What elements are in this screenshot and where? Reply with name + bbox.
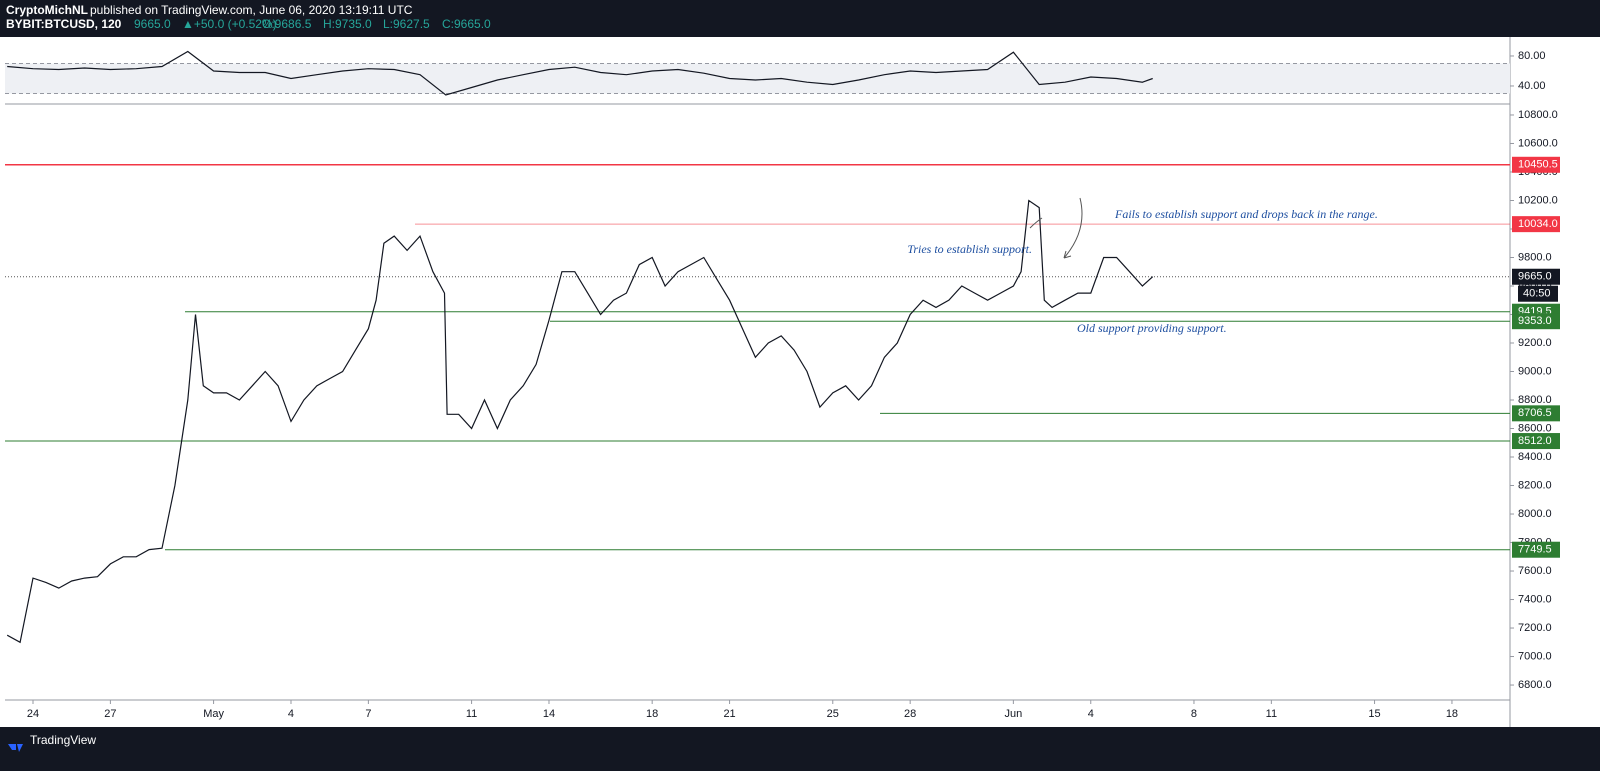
arrow bbox=[1063, 197, 1083, 259]
level-label-box bbox=[1512, 433, 1560, 450]
level-label-box bbox=[1512, 405, 1560, 422]
y-tick-label: 8000.0 bbox=[1518, 508, 1552, 520]
current-price-box bbox=[1512, 268, 1560, 285]
y-tick-label: 8600.0 bbox=[1518, 422, 1552, 434]
x-tick-label: 28 bbox=[904, 708, 916, 720]
level-label: 10450.5 bbox=[1518, 159, 1558, 171]
level-label: 10034.0 bbox=[1518, 218, 1558, 230]
x-tick-label: 25 bbox=[827, 708, 839, 720]
last-price: 9665.0 bbox=[134, 17, 171, 31]
arrow bbox=[1029, 217, 1043, 229]
annotation: Old support providing support. bbox=[1077, 321, 1227, 335]
level-label-box bbox=[1512, 216, 1560, 233]
x-tick-label: 11 bbox=[1266, 708, 1277, 720]
x-tick-label: May bbox=[203, 708, 224, 720]
y-tick-label: 8200.0 bbox=[1518, 479, 1552, 491]
annotation: Fails to establish support and drops bac… bbox=[1114, 207, 1378, 221]
high: H:9735.0 bbox=[323, 17, 372, 31]
countdown: 40:50 bbox=[1523, 288, 1551, 300]
x-tick-label: 7 bbox=[365, 708, 371, 720]
x-tick-label: 11 bbox=[466, 708, 477, 720]
y-tick-label: 80.00 bbox=[1518, 50, 1546, 62]
symbol: BYBIT:BTCUSD, 120 bbox=[6, 17, 122, 31]
price-line bbox=[6, 199, 1154, 644]
y-tick-label: 8800.0 bbox=[1518, 394, 1552, 406]
y-tick-label: 9000.0 bbox=[1518, 365, 1552, 377]
y-tick-label: 7000.0 bbox=[1518, 650, 1552, 662]
footer-bar bbox=[0, 727, 1600, 771]
rsi-band bbox=[5, 63, 1510, 94]
countdown-box bbox=[1518, 285, 1558, 302]
x-tick-label: 15 bbox=[1368, 708, 1380, 720]
level-label: 9353.0 bbox=[1518, 315, 1552, 327]
y-tick-label: 7200.0 bbox=[1518, 622, 1552, 634]
y-tick-label: 9800.0 bbox=[1518, 251, 1552, 263]
close: C:9665.0 bbox=[442, 17, 491, 31]
y-tick-label: 9200.0 bbox=[1518, 337, 1552, 349]
logo bbox=[8, 744, 23, 752]
x-tick-label: 4 bbox=[288, 708, 294, 720]
level-label-box bbox=[1512, 313, 1560, 330]
price-line bbox=[7, 50, 1153, 96]
x-tick-label: 18 bbox=[646, 708, 658, 720]
header-bar bbox=[0, 0, 1600, 37]
change: ▲+50.0 (+0.52%) bbox=[182, 17, 277, 31]
x-tick-label: 4 bbox=[1088, 708, 1094, 720]
y-tick-label: 6800.0 bbox=[1518, 679, 1552, 691]
open: O:9686.5 bbox=[262, 17, 312, 31]
level-label-box bbox=[1512, 156, 1560, 173]
x-tick-label: 21 bbox=[723, 708, 735, 720]
author: CryptoMichNL bbox=[6, 3, 88, 17]
x-tick-label: 14 bbox=[543, 708, 555, 720]
x-tick-label: 24 bbox=[27, 708, 39, 720]
x-tick-label: Jun bbox=[1004, 708, 1022, 720]
y-tick-label: 10600.0 bbox=[1518, 137, 1558, 149]
published: published on TradingView.com, June 06, 2… bbox=[90, 3, 413, 17]
current-price-label: 9665.0 bbox=[1518, 271, 1552, 283]
y-tick-label: 10800.0 bbox=[1518, 109, 1558, 121]
y-tick-label: 7600.0 bbox=[1518, 565, 1552, 577]
y-tick-label: 8400.0 bbox=[1518, 451, 1552, 463]
brand: TradingView bbox=[30, 733, 96, 747]
level-label: 8706.5 bbox=[1518, 407, 1552, 419]
low: L:9627.5 bbox=[383, 17, 430, 31]
y-tick-label: 7400.0 bbox=[1518, 593, 1552, 605]
x-tick-label: 8 bbox=[1191, 708, 1197, 720]
y-tick-label: 40.00 bbox=[1518, 80, 1546, 92]
x-tick-label: 18 bbox=[1446, 708, 1458, 720]
y-tick-label: 10200.0 bbox=[1518, 194, 1558, 206]
level-label: 7749.5 bbox=[1518, 544, 1552, 556]
x-tick-label: 27 bbox=[104, 708, 116, 720]
annotation: Tries to establish support. bbox=[907, 242, 1032, 256]
level-label: 8512.0 bbox=[1518, 435, 1552, 447]
level-label-box bbox=[1512, 541, 1560, 558]
